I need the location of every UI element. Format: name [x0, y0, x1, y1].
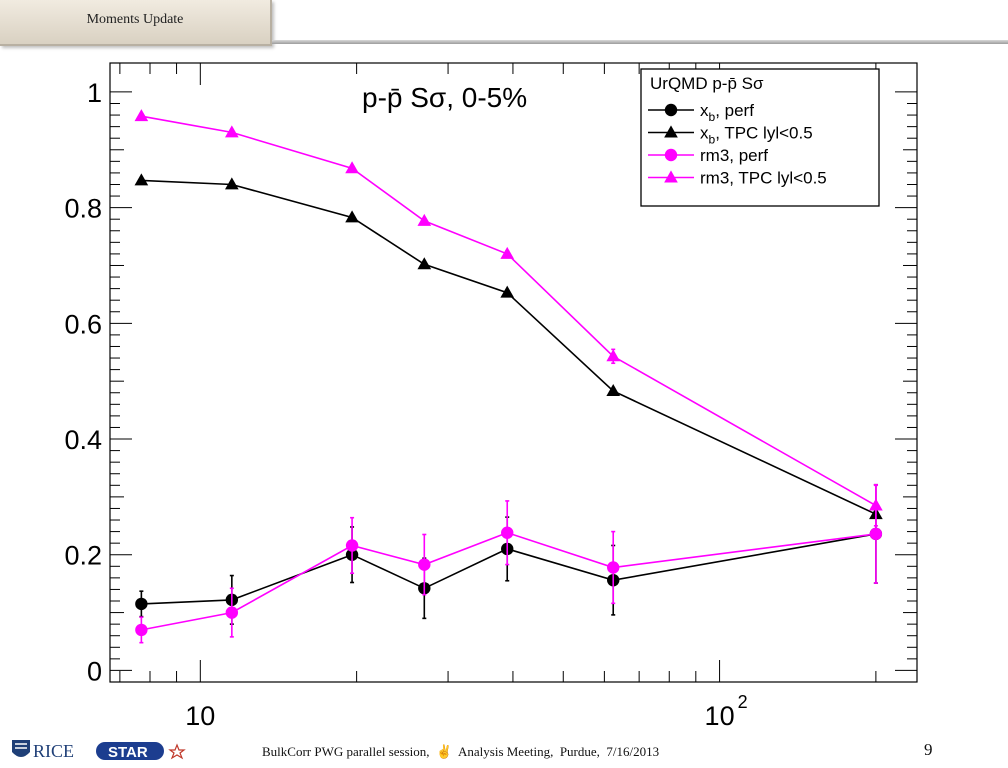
axis-ticks	[110, 63, 917, 682]
series-2	[134, 173, 883, 520]
series-3	[135, 483, 883, 644]
star-logo: STAR	[96, 742, 186, 761]
x-tick-label: 10	[705, 701, 735, 731]
series-line	[141, 179, 877, 515]
x-tick-exponent: 2	[738, 692, 748, 712]
data-point	[606, 349, 621, 362]
data-point	[224, 177, 239, 190]
y-tick-label: 1	[87, 78, 102, 108]
legend-label: rm3, perf	[700, 146, 768, 165]
data-point	[501, 526, 514, 539]
data-point	[500, 246, 515, 259]
legend-label: xb, TPC lyl<0.5	[700, 124, 813, 147]
legend-header: UrQMD p-p̄ Sσ	[650, 74, 764, 93]
data-point	[345, 539, 359, 552]
data-point	[607, 561, 620, 574]
data-point	[664, 170, 678, 183]
legend-entry: xb, perf	[648, 101, 754, 124]
data-point	[418, 558, 431, 571]
series-group	[134, 109, 883, 644]
data-point	[224, 125, 239, 138]
data-point	[417, 257, 432, 270]
legend-label: rm3, TPC lyl<0.5	[700, 169, 827, 188]
chart: 00.20.40.60.81 10 10 2 p-p̄ Sσ, 0-5% UrQMD…	[64, 62, 918, 731]
x-tick-labels: 10 10 2	[185, 692, 747, 731]
data-point	[134, 173, 149, 186]
legend-label: xb, perf	[700, 101, 754, 124]
header-tab: Moments Update	[0, 0, 272, 46]
y-tick-label: 0.6	[64, 309, 102, 339]
slide-header-title: Moments Update	[86, 12, 184, 27]
chart-title: p-p̄ Sσ, 0-5%	[362, 82, 527, 113]
y-tick-labels: 0 0.2 0.4 0.6 0.8 1	[64, 78, 102, 687]
data-point	[345, 161, 359, 174]
data-point	[345, 210, 359, 223]
y-tick-label: 0	[87, 656, 102, 686]
x-tick-label: 10	[185, 701, 215, 731]
data-point	[664, 103, 678, 117]
y-tick-label: 0.8	[64, 194, 102, 224]
data-point	[500, 285, 515, 298]
data-point	[417, 213, 432, 226]
data-point	[134, 109, 149, 122]
data-point	[135, 623, 148, 637]
rice-logo: RICE	[12, 740, 74, 761]
data-point	[664, 125, 678, 138]
header-rule	[272, 40, 1008, 44]
rice-logo-text: RICE	[33, 741, 74, 761]
plot-frame	[109, 62, 918, 683]
data-point	[869, 527, 883, 541]
y-tick-label: 0.2	[64, 541, 102, 571]
data-point	[135, 597, 148, 611]
legend-entry: rm3, perf	[648, 146, 768, 165]
legend-entry: rm3, TPC lyl<0.5	[648, 169, 827, 188]
series-4	[134, 109, 883, 527]
y-tick-label: 0.4	[64, 425, 102, 455]
page-number: 9	[924, 740, 933, 759]
star-logo-text: STAR	[108, 744, 148, 761]
data-point	[606, 383, 621, 396]
data-point	[225, 606, 239, 619]
legend-entry: xb, TPC lyl<0.5	[648, 124, 813, 147]
data-point	[664, 148, 678, 162]
footer-text: BulkCorr PWG parallel session, ✌ Analysi…	[262, 744, 660, 759]
legend-box	[640, 68, 880, 207]
data-point	[869, 498, 883, 511]
star-icon	[168, 743, 186, 760]
